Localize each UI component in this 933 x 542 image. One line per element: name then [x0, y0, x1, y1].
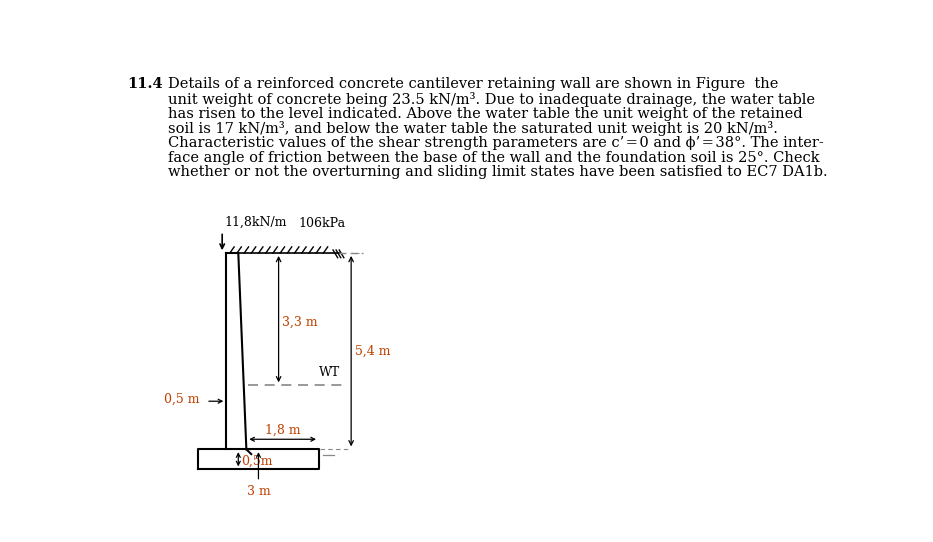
Text: 0,5m: 0,5m	[241, 454, 272, 467]
Text: 1,8 m: 1,8 m	[265, 424, 300, 437]
Text: 3,3 m: 3,3 m	[283, 316, 318, 328]
Text: has risen to the level indicated. Above the water table the unit weight of the r: has risen to the level indicated. Above …	[168, 107, 802, 121]
Text: WT: WT	[319, 366, 341, 379]
Text: unit weight of concrete being 23.5 kN/m³. Due to inadequate drainage, the water : unit weight of concrete being 23.5 kN/m³…	[168, 92, 815, 107]
Text: whether or not the overturning and sliding limit states have been satisfied to E: whether or not the overturning and slidi…	[168, 165, 828, 179]
Text: 5,4 m: 5,4 m	[355, 345, 391, 358]
Text: face angle of friction between the base of the wall and the foundation soil is 2: face angle of friction between the base …	[168, 151, 819, 165]
Text: Characteristic values of the shear strength parameters are c’ = 0 and ϕ’ = 38°. : Characteristic values of the shear stren…	[168, 136, 824, 150]
Text: 106kPa: 106kPa	[299, 217, 346, 230]
Text: 3 m: 3 m	[246, 486, 271, 499]
Text: soil is 17 kN/m³, and below the water table the saturated unit weight is 20 kN/m: soil is 17 kN/m³, and below the water ta…	[168, 121, 777, 136]
Text: 11,8kN/m: 11,8kN/m	[225, 215, 287, 228]
Text: 0,5 m: 0,5 m	[164, 392, 200, 405]
Text: 11.4: 11.4	[128, 78, 163, 92]
Text: Details of a reinforced concrete cantilever retaining wall are shown in Figure  : Details of a reinforced concrete cantile…	[168, 78, 778, 92]
